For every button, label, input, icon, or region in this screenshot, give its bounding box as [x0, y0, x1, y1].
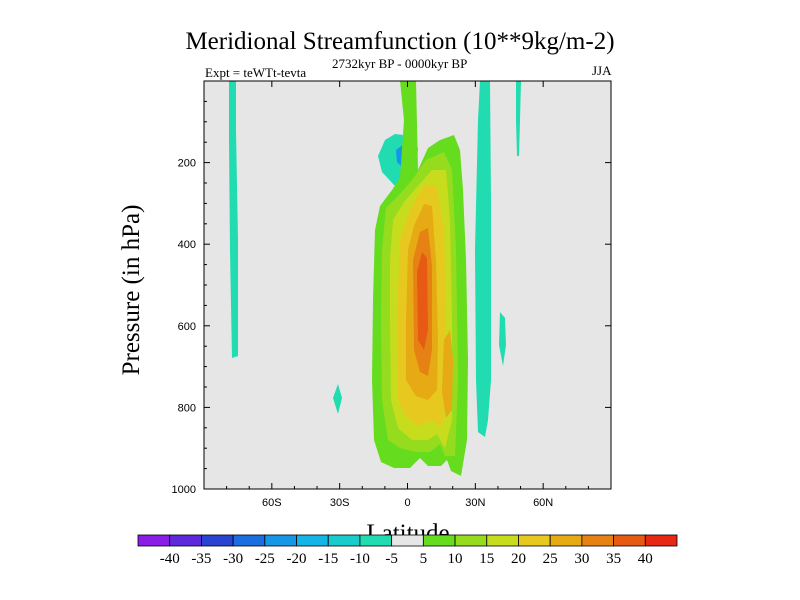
- season-label: JJA: [592, 63, 612, 78]
- colorbar-label: 15: [479, 551, 494, 567]
- x-tick-label: 0: [404, 497, 410, 509]
- contour-neg5-50n-top: [516, 81, 521, 156]
- contour-neg5-52n: [499, 312, 506, 366]
- colorbar-swatch: [169, 534, 202, 547]
- colorbar-label: -5: [385, 551, 398, 567]
- colorbar-swatch: [454, 534, 488, 547]
- contour-neg5-35n: [475, 81, 491, 437]
- x-tick-label: 30N: [465, 497, 485, 509]
- colorbar-swatch: [137, 534, 171, 547]
- contour-pos35: [417, 252, 428, 350]
- colorbar-swatch: [613, 534, 646, 547]
- colorbar-swatch: [581, 534, 614, 547]
- colorbar-label: -40: [160, 551, 180, 567]
- period-label: 2732kyr BP - 0000kyr BP: [332, 56, 468, 71]
- colorbar-label: -25: [255, 551, 275, 567]
- colorbar-swatch: [422, 534, 456, 547]
- colorbar-swatch: [391, 534, 424, 547]
- contour-pos25-lower: [442, 330, 453, 418]
- colorbar-label: -10: [350, 551, 370, 567]
- x-axis-ticks: 60S 30S 0 30N 60N: [226, 81, 589, 509]
- colorbar-swatch: [359, 534, 393, 547]
- colorbar-swatch: [327, 534, 361, 547]
- y-tick-label: 1000: [172, 484, 196, 496]
- y-tick-label: 600: [178, 321, 196, 333]
- y-tick-label: 800: [178, 402, 196, 414]
- colorbar-label: 30: [574, 551, 589, 567]
- x-tick-label: 60S: [262, 497, 282, 509]
- contour-neg5-75s: [229, 81, 238, 358]
- colorbar-swatch: [296, 534, 329, 547]
- colorbar-label: 10: [448, 551, 463, 567]
- y-tick-label: 200: [178, 158, 196, 170]
- colorbar-label: -20: [287, 551, 307, 567]
- colorbar-label: -15: [318, 551, 338, 567]
- colorbar-label: 5: [420, 551, 428, 567]
- y-tick-label: 400: [178, 239, 196, 251]
- colorbar-swatch: [644, 534, 678, 547]
- y-axis-ticks: 200 400 600 800 1000: [172, 100, 611, 496]
- colorbar: -40 -35 -30 -25 -20 -15 -10 -5 5 10 15 20 25 30 35 40: [137, 534, 678, 567]
- colorbar-label: -35: [191, 551, 211, 567]
- x-tick-label: 60N: [533, 497, 553, 509]
- colorbar-label: 40: [638, 551, 653, 567]
- colorbar-swatch: [486, 534, 519, 547]
- colorbar-swatch: [201, 534, 234, 547]
- chart-title: Meridional Streamfunction (10**9kg/m-2): [185, 28, 615, 55]
- colorbar-swatch: [549, 534, 583, 547]
- colorbar-swatch: [232, 534, 266, 547]
- colorbar-label: 25: [543, 551, 558, 567]
- contour-fills: [229, 81, 521, 476]
- contour-neg5-30s: [333, 384, 342, 414]
- experiment-label: Expt = teWTt-tevta: [205, 65, 307, 80]
- colorbar-swatch: [264, 534, 297, 547]
- colorbar-label: 35: [606, 551, 621, 567]
- x-tick-label: 30S: [330, 497, 350, 509]
- colorbar-label: -30: [223, 551, 243, 567]
- colorbar-swatch: [518, 534, 551, 547]
- colorbar-label: 20: [511, 551, 526, 567]
